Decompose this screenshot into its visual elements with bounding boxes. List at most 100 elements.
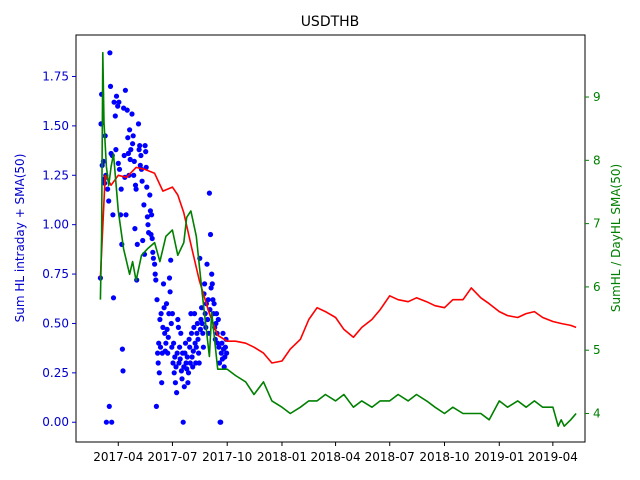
scatter-point (177, 356, 183, 362)
scatter-point (159, 380, 165, 386)
scatter-point (154, 297, 160, 303)
scatter-point (124, 107, 130, 113)
scatter-point (130, 133, 136, 139)
scatter-point (155, 350, 161, 356)
scatter-point (116, 166, 123, 172)
scatter-point (107, 50, 113, 56)
y2-tick-label: 4 (593, 407, 601, 421)
scatter-point (125, 135, 131, 141)
scatter-point (164, 326, 170, 332)
scatter-point (116, 99, 122, 105)
x-tick-label: 2017-10 (202, 450, 252, 464)
scatter-point (144, 214, 150, 220)
y-tick-label: 1.50 (42, 119, 69, 133)
scatter-point (192, 340, 198, 346)
scatter-point (200, 330, 206, 336)
y2-tick-label: 7 (593, 217, 601, 231)
scatter-point (206, 190, 212, 196)
scatter-point (119, 346, 125, 352)
scatter-point (130, 141, 136, 147)
scatter-point (161, 305, 167, 311)
y-tick-label: 0.50 (42, 316, 69, 330)
scatter-point (131, 158, 137, 164)
scatter-point (132, 182, 139, 188)
scatter-point (172, 354, 178, 360)
scatter-point (173, 364, 179, 370)
ratio-line (99, 51, 577, 427)
y-tick-label: 1.75 (42, 69, 69, 83)
scatter-point (134, 241, 140, 247)
scatter-point (185, 380, 191, 386)
scatter-point (169, 311, 175, 317)
scatter-point (188, 311, 194, 317)
scatter-point (143, 149, 149, 155)
scatter-point (106, 403, 112, 409)
scatter-point (127, 127, 133, 133)
scatter-point (191, 324, 197, 330)
scatter-point (153, 403, 159, 409)
x-tick-label: 2019-01 (474, 450, 524, 464)
scatter-point (118, 186, 124, 192)
scatter-point (123, 212, 129, 218)
scatter-point (156, 340, 162, 346)
scatter-point (113, 93, 120, 99)
scatter-point (190, 364, 196, 370)
scatter-point (207, 231, 214, 238)
y-tick-label: 1.25 (42, 168, 69, 182)
scatter-point (110, 295, 117, 301)
scatter-point (180, 419, 186, 425)
scatter-point (174, 390, 180, 396)
scatter-point (213, 311, 220, 317)
scatter-point (198, 316, 204, 323)
scatter-point (168, 320, 174, 327)
scatter-point (181, 384, 187, 390)
scatter-point (204, 261, 210, 267)
scatter-point (111, 99, 117, 105)
scatter-point (160, 281, 167, 287)
y2-tick-label: 8 (593, 153, 601, 167)
scatter-point (219, 340, 225, 346)
y-axis-label: Sum HL intraday + SMA(50) (13, 154, 27, 323)
scatter-point (189, 354, 195, 360)
scatter-point (157, 316, 163, 323)
x-tick-label: 2017-07 (147, 450, 197, 464)
scatter-point (145, 222, 151, 228)
scatter-point (190, 348, 196, 354)
scatter-point (139, 178, 145, 184)
scatter-point (215, 316, 221, 323)
scatter-point (216, 344, 222, 350)
scatter-point (152, 261, 158, 267)
scatter-point (163, 301, 170, 307)
scatter-point (184, 366, 190, 372)
scatter-point (149, 212, 155, 218)
scatter-point (213, 320, 219, 327)
scatter-point (131, 172, 137, 178)
scatter-point (175, 324, 181, 330)
y-tick-label: 1.00 (42, 218, 69, 232)
scatter-point (167, 289, 173, 295)
scatter-point (205, 316, 211, 323)
scatter-point (137, 162, 143, 168)
scatter-point (209, 271, 215, 277)
scatter-point (209, 281, 215, 287)
scatter-point (184, 354, 190, 360)
scatter-point (105, 186, 111, 192)
x-tick-label: 2019-04 (528, 450, 578, 464)
scatter-point (208, 285, 214, 291)
scatter-point (165, 334, 171, 340)
scatter-point (171, 340, 177, 346)
scatter-point (163, 340, 169, 346)
axes: 2017-04 2017-07 2017-10 2018-01 2018-04 2018-… (42, 69, 600, 464)
scatter-point (211, 301, 217, 307)
scatter-point (157, 344, 164, 350)
scatter-point (222, 354, 228, 360)
scatter-point (115, 103, 121, 109)
scatter-point (110, 212, 116, 218)
scatter-point (186, 336, 192, 342)
scatter-point (221, 364, 227, 370)
scatter-point (137, 143, 143, 149)
scatter-point (140, 237, 146, 244)
scatter-point (222, 344, 228, 350)
scatter-point (160, 324, 166, 330)
